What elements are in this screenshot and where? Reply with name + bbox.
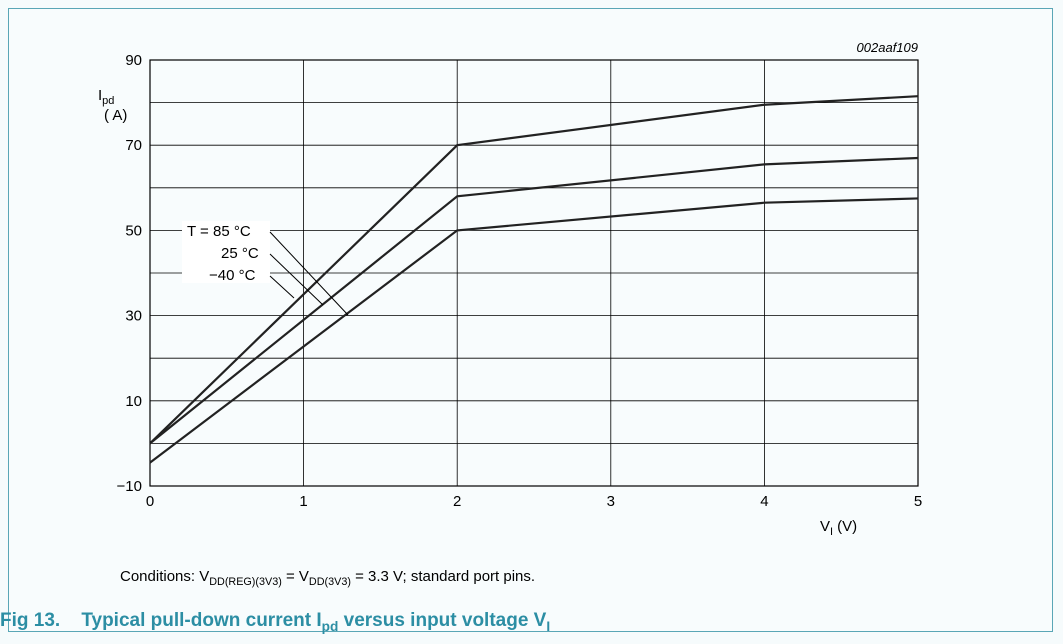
series-line-1 [149,156,919,445]
tick-labels: 0 1 2 3 4 5 90 70 50 30 10 −10 [117,52,923,510]
leader-85c [269,231,349,316]
y-tick-label: −10 [117,478,142,495]
y-axis-unit: ( A) [104,107,127,124]
figure-code: 002aaf109 [857,40,918,55]
figure-frame [8,8,1053,632]
y-axis-label: Ipd [98,87,114,107]
conditions-note: Conditions: VDD(REG)(3V3) = VDD(3V3) = 3… [120,568,536,588]
label-minus40c: −40 °C [209,267,256,284]
x-tick-label: 2 [453,493,461,510]
x-tick-label: 3 [607,493,615,510]
series-line-0 [149,95,919,445]
label-25c: 25 °C [221,245,259,262]
leader-25c [269,253,324,306]
series-line-2 [149,197,919,464]
y-tick-label: 10 [125,393,142,410]
label-85c: T = 85 °C [187,223,251,240]
x-tick-label: 0 [146,493,154,510]
series-labels: T = 85 °C 25 °C −40 °C [182,221,349,316]
leader-minus40c [269,275,295,299]
label-background [182,221,270,283]
y-tick-label: 30 [125,308,142,325]
y-tick-label: 70 [125,137,142,154]
y-tick-label: 50 [125,222,142,239]
grid [150,60,918,486]
y-tick-label: 90 [125,52,142,69]
plot-border [149,59,919,487]
figure-caption: Fig 13. Typical pull-down current Ipd ve… [0,610,551,634]
x-tick-label: 1 [299,493,307,510]
x-axis-label: VI (V) [820,518,857,538]
series-group [149,95,919,464]
x-tick-label: 5 [914,493,922,510]
x-tick-label: 4 [760,493,768,510]
